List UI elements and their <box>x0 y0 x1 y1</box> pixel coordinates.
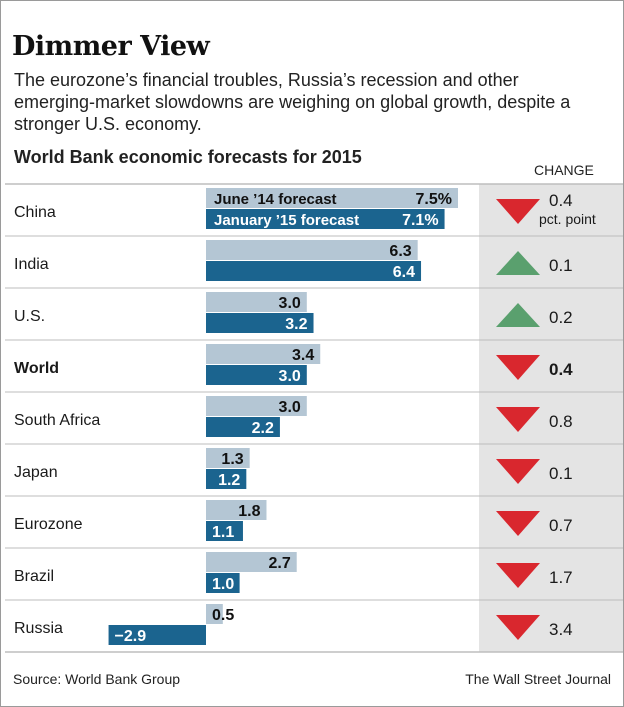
january-value-label: 3.2 <box>285 316 307 333</box>
june-value-label: 2.7 <box>268 555 290 572</box>
chart-subtitle: The eurozone’s financial troubles, Russi… <box>14 70 571 134</box>
january-value-label: 1.2 <box>218 472 240 489</box>
change-value: 0.2 <box>549 308 573 327</box>
june-value-label: 1.3 <box>221 451 243 468</box>
category-label: China <box>14 204 56 221</box>
january-forecast-bar <box>206 521 243 541</box>
january-forecast-bar <box>206 365 307 385</box>
january-value-label: 1.0 <box>212 576 234 593</box>
change-value: 0.1 <box>549 256 573 275</box>
june-forecast-bar <box>206 240 418 260</box>
june-value-label: 3.0 <box>279 399 301 416</box>
change-value: 0.8 <box>549 412 573 431</box>
january-forecast-bar <box>206 469 247 489</box>
june-forecast-bar <box>206 604 223 624</box>
january-value-label: −2.9 <box>115 628 147 645</box>
change-value: 0.4 <box>549 191 573 210</box>
change-value: 0.1 <box>549 464 573 483</box>
june-value-label: 3.0 <box>279 295 301 312</box>
january-value-label: 7.1% <box>402 212 438 229</box>
june-forecast-bar <box>206 344 321 364</box>
january-forecast-bar <box>206 573 240 593</box>
change-value: 1.7 <box>549 568 573 587</box>
change-down-arrow <box>496 407 540 432</box>
june-value-label: 0.5 <box>212 607 234 624</box>
january-forecast-bar <box>206 313 314 333</box>
legend-june-forecast: June ’14 forecast <box>214 191 337 208</box>
chart-heading: World Bank economic forecasts for 2015 <box>14 147 362 167</box>
change-column-heading: CHANGE <box>534 162 594 178</box>
change-down-arrow <box>496 199 540 224</box>
source-note: Source: World Bank Group <box>13 671 181 687</box>
change-down-arrow <box>496 459 540 484</box>
change-down-arrow <box>496 615 540 640</box>
january-forecast-bar <box>206 261 422 281</box>
chart-title: Dimmer View <box>12 31 210 62</box>
june-forecast-bar <box>206 448 250 468</box>
legend-january-forecast: January ’15 forecast <box>214 212 359 229</box>
january-value-label: 3.0 <box>279 368 301 385</box>
change-panel <box>479 184 623 652</box>
june-forecast-bar <box>206 188 458 208</box>
category-label: Brazil <box>14 568 54 585</box>
change-value: 0.7 <box>549 516 573 535</box>
change-value: 3.4 <box>549 620 573 639</box>
category-label: Eurozone <box>14 516 83 533</box>
june-value-label: 1.8 <box>238 503 260 520</box>
category-label: India <box>14 256 49 273</box>
change-value: 0.4 <box>549 360 573 379</box>
change-down-arrow <box>496 511 540 536</box>
january-forecast-bar <box>206 417 280 437</box>
june-value-label: 3.4 <box>292 347 314 364</box>
june-forecast-bar <box>206 292 307 312</box>
january-forecast-bar <box>206 209 445 229</box>
category-label: World <box>14 360 59 377</box>
category-label: South Africa <box>14 412 100 429</box>
june-forecast-bar <box>206 396 307 416</box>
january-value-label: 1.1 <box>212 524 234 541</box>
june-value-label: 7.5% <box>416 191 452 208</box>
june-value-label: 6.3 <box>389 243 411 260</box>
june-forecast-bar <box>206 500 267 520</box>
january-value-label: 2.2 <box>252 420 274 437</box>
change-unit-label: pct. point <box>539 211 596 227</box>
publisher-credit: The Wall Street Journal <box>465 671 611 687</box>
june-forecast-bar <box>206 552 297 572</box>
category-label: Japan <box>14 464 58 481</box>
category-label: Russia <box>14 620 63 637</box>
change-up-arrow <box>496 251 540 275</box>
change-down-arrow <box>496 355 540 380</box>
january-forecast-bar <box>108 625 206 645</box>
january-value-label: 6.4 <box>393 264 415 281</box>
category-label: U.S. <box>14 308 45 325</box>
change-down-arrow <box>496 563 540 588</box>
change-up-arrow <box>496 303 540 327</box>
